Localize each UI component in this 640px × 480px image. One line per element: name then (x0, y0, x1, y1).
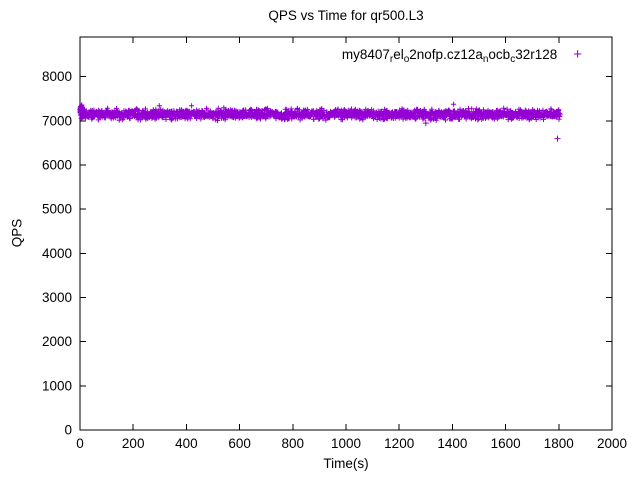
svg-text:1400: 1400 (437, 436, 467, 451)
svg-text:400: 400 (175, 436, 198, 451)
svg-text:0: 0 (76, 436, 84, 451)
legend-label-segment: el (393, 47, 404, 62)
x-ticks (79, 37, 613, 430)
y-tick-labels: 0 1000 2000 3000 4000 5000 6000 7000 8000 (42, 69, 72, 437)
legend-label-segment: 32r128 (515, 47, 558, 62)
legend: my8407relo2nofp.cz12anocbc32r128 + (342, 47, 582, 65)
svg-text:200: 200 (122, 436, 145, 451)
svg-text:1800: 1800 (544, 436, 574, 451)
outlier-points (422, 120, 561, 142)
legend-label-segment: o (403, 54, 410, 65)
legend-label-segment: 2nofp.cz12a (409, 47, 483, 62)
svg-text:600: 600 (228, 436, 251, 451)
svg-text:7000: 7000 (42, 113, 72, 128)
legend-label-segment: my8407 (341, 47, 390, 62)
legend-label-segment: ocb (488, 47, 511, 62)
legend-series-label: my8407relo2nofp.cz12anocbc32r128 (342, 47, 557, 65)
legend-label-segment: n (482, 54, 489, 65)
y-ticks (80, 76, 612, 431)
legend-label-segment: c (510, 54, 516, 65)
svg-text:3000: 3000 (42, 290, 72, 305)
svg-text:6000: 6000 (42, 158, 72, 173)
plot-border (79, 36, 613, 431)
svg-text:2000: 2000 (597, 436, 627, 451)
svg-text:5000: 5000 (42, 202, 72, 217)
legend-plus-marker: + (573, 46, 582, 63)
svg-text:8000: 8000 (42, 69, 72, 84)
svg-text:800: 800 (282, 436, 305, 451)
series-points (77, 101, 563, 124)
svg-text:1200: 1200 (384, 436, 414, 451)
svg-text:4000: 4000 (42, 246, 72, 261)
x-axis-label: Time(s) (323, 456, 369, 471)
chart-title: QPS vs Time for qr500.L3 (268, 8, 424, 23)
svg-text:1000: 1000 (42, 378, 72, 393)
x-tick-labels: 0 200 400 600 800 1000 1200 1400 1600 1800 2000 (76, 436, 627, 451)
legend-label-segment: r (389, 54, 394, 65)
svg-text:0: 0 (64, 423, 72, 438)
svg-text:1000: 1000 (331, 436, 361, 451)
svg-text:1600: 1600 (491, 436, 521, 451)
svg-text:2000: 2000 (42, 334, 72, 349)
